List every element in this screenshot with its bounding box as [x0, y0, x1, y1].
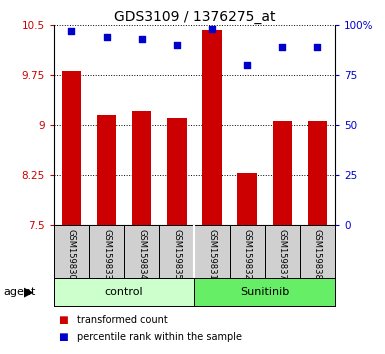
Text: GSM159837: GSM159837: [278, 229, 287, 280]
Point: [104, 34, 110, 40]
Point: [279, 44, 285, 50]
Bar: [238, 173, 257, 225]
Point: [244, 62, 250, 68]
Bar: [97, 115, 116, 225]
Bar: [273, 121, 292, 225]
Text: ■: ■: [58, 332, 67, 342]
Bar: [167, 118, 186, 225]
Text: Sunitinib: Sunitinib: [240, 287, 289, 297]
Bar: [300, 225, 335, 278]
Bar: [54, 225, 89, 278]
Bar: [89, 225, 124, 278]
Text: GSM159835: GSM159835: [172, 229, 181, 280]
Text: control: control: [105, 287, 144, 297]
Bar: [264, 225, 300, 278]
Text: GSM159834: GSM159834: [137, 229, 146, 280]
Text: GSM159832: GSM159832: [243, 229, 252, 280]
Text: percentile rank within the sample: percentile rank within the sample: [77, 332, 242, 342]
Bar: [62, 72, 81, 225]
Bar: [203, 30, 222, 225]
Point: [209, 26, 215, 32]
Text: ■: ■: [58, 315, 67, 325]
Point: [69, 28, 75, 34]
Bar: [194, 225, 229, 278]
Text: ▶: ▶: [24, 286, 34, 298]
Bar: [194, 278, 335, 306]
Bar: [159, 225, 194, 278]
Text: GSM159838: GSM159838: [313, 229, 322, 280]
Text: agent: agent: [4, 287, 36, 297]
Text: GSM159830: GSM159830: [67, 229, 76, 280]
Title: GDS3109 / 1376275_at: GDS3109 / 1376275_at: [114, 10, 275, 24]
Text: GSM159833: GSM159833: [102, 229, 111, 280]
Text: GSM159831: GSM159831: [208, 229, 216, 280]
Bar: [54, 278, 194, 306]
Bar: [124, 225, 159, 278]
Bar: [229, 225, 265, 278]
Bar: [132, 112, 151, 225]
Point: [139, 36, 145, 42]
Point: [174, 42, 180, 47]
Bar: [308, 121, 327, 225]
Point: [314, 44, 320, 50]
Text: transformed count: transformed count: [77, 315, 168, 325]
